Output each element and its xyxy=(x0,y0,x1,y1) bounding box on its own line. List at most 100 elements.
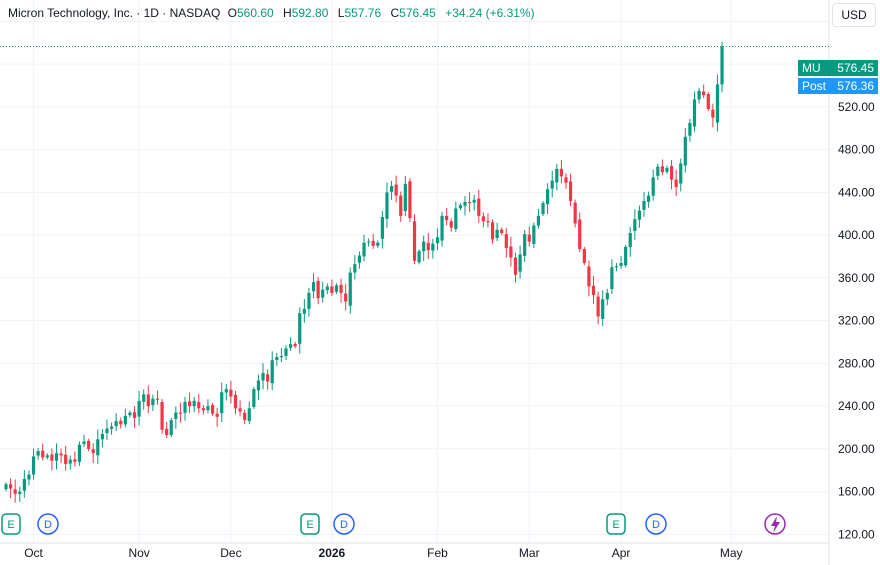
candle-up xyxy=(261,363,265,390)
candle-body xyxy=(197,401,201,409)
candle-up xyxy=(376,240,380,248)
candle-down xyxy=(412,214,417,264)
candle-body xyxy=(578,219,582,250)
candle-up xyxy=(688,118,692,142)
candle-down xyxy=(527,226,531,247)
candle-down xyxy=(564,173,568,189)
candle-body xyxy=(252,389,256,407)
candle-body xyxy=(155,398,160,400)
earnings-icon xyxy=(300,513,320,535)
currency-button[interactable]: USD xyxy=(832,3,876,27)
candle-body xyxy=(233,394,238,409)
candle-body xyxy=(261,373,265,381)
candle-body xyxy=(334,285,339,292)
candle-down xyxy=(132,406,137,428)
candle-body xyxy=(128,412,132,416)
candle-body xyxy=(87,440,91,449)
candle-down xyxy=(669,160,674,190)
candle-body xyxy=(518,254,522,272)
candle-down xyxy=(399,191,403,222)
candle-down xyxy=(477,189,481,223)
candle-body xyxy=(376,242,380,246)
candle-body xyxy=(50,454,54,461)
candle-up xyxy=(22,469,26,498)
candle-up xyxy=(523,230,527,262)
event-label: D xyxy=(44,519,52,531)
earnings-marker: E xyxy=(1,513,21,535)
candle-up xyxy=(472,194,476,211)
candle-up xyxy=(362,234,366,262)
candle-body xyxy=(647,195,651,202)
candle-down xyxy=(573,199,577,228)
candle-body xyxy=(495,229,499,238)
high-label: H xyxy=(283,6,292,20)
candle-body xyxy=(100,433,104,440)
candle-down xyxy=(165,421,169,439)
candle-up xyxy=(298,307,302,354)
candle-up xyxy=(334,283,339,294)
candle-body xyxy=(688,122,692,136)
candle-body xyxy=(665,167,669,172)
candle-up xyxy=(389,180,394,200)
candle-body xyxy=(435,237,440,244)
candle-body xyxy=(284,348,288,356)
candle-body xyxy=(243,412,247,421)
candle-body xyxy=(454,208,458,230)
candle-body xyxy=(431,243,435,251)
candle-body xyxy=(18,491,22,494)
price-tick-label: 520.00 xyxy=(838,100,875,114)
candle-up xyxy=(601,290,605,326)
candle-up xyxy=(647,191,651,208)
candle-down xyxy=(591,275,596,304)
candle-body xyxy=(523,234,527,256)
earnings-marker: E xyxy=(300,513,320,535)
candle-up xyxy=(385,182,389,228)
candle-down xyxy=(243,409,247,425)
candle-body xyxy=(91,449,95,454)
time-tick-label: Apr xyxy=(612,546,631,560)
lightning-glyph xyxy=(771,516,780,533)
candle-up xyxy=(151,394,155,412)
candle-up xyxy=(252,386,256,410)
candle-body xyxy=(532,225,536,244)
candle-body xyxy=(256,380,261,391)
candle-body xyxy=(13,489,17,494)
candle-up xyxy=(683,127,687,173)
candle-body xyxy=(467,202,472,204)
candle-down xyxy=(330,279,334,296)
candle-up xyxy=(128,410,132,418)
candle-up xyxy=(651,169,655,201)
candle-body xyxy=(54,453,59,461)
candle-body xyxy=(293,344,297,347)
candle-body xyxy=(64,454,68,464)
candle-body xyxy=(486,221,490,223)
event-label: E xyxy=(612,519,619,531)
candle-down xyxy=(490,219,495,244)
candle-up xyxy=(697,87,701,104)
price-axis: 120.00 160.00 200.00 240.00 280.00 320.00 360.… xyxy=(838,14,875,541)
candle-up xyxy=(123,408,127,428)
candle-up xyxy=(715,74,720,132)
candle-up xyxy=(348,267,352,314)
candle-body xyxy=(316,280,320,299)
price-tick-label: 200.00 xyxy=(838,442,875,456)
candle-body xyxy=(73,459,77,462)
price-tick-label: 440.00 xyxy=(838,185,875,199)
candle-down xyxy=(59,448,63,464)
candle-body xyxy=(440,215,444,241)
candle-down xyxy=(201,405,205,415)
candle-up xyxy=(311,273,316,299)
candle-down xyxy=(238,400,242,417)
candle-body xyxy=(224,389,228,393)
candle-body xyxy=(458,205,463,209)
candle-down xyxy=(394,175,398,203)
candle-down xyxy=(674,169,678,196)
candle-up xyxy=(463,196,467,216)
candle-up xyxy=(614,263,619,272)
price-tick-label: 480.00 xyxy=(838,143,875,157)
candle-body xyxy=(504,234,508,248)
candle-down xyxy=(316,276,320,305)
candle-body xyxy=(36,451,40,456)
candle-body xyxy=(27,474,31,480)
last-price-tag-value: 576.45 xyxy=(837,61,874,75)
